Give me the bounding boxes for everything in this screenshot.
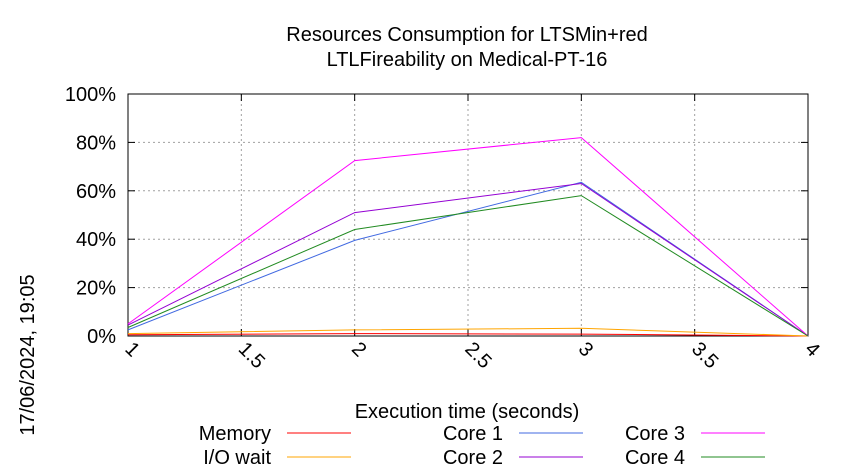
axis-ticks: 0% 20% 40% 60% 80% 100% 1 1.5 2 2.5 3 3.5 4	[65, 84, 824, 373]
legend-item-core-4: Core 4	[625, 447, 765, 469]
legend-label: I/O wait	[203, 447, 271, 469]
legend-item-i-o-wait: I/O wait	[203, 447, 351, 469]
series-line-core-3	[127, 137, 809, 337]
timestamp-label: 17/06/2024, 19:05	[17, 274, 39, 435]
series-line-i-o-wait	[127, 327, 809, 337]
legend-label: Core 3	[625, 423, 685, 445]
x-tick-label: 3	[574, 338, 597, 361]
series-line-core-2	[127, 182, 809, 337]
series-lines	[127, 137, 809, 337]
grid	[128, 94, 808, 336]
legend-label: Core 4	[625, 447, 685, 469]
y-tick-label: 40%	[76, 229, 116, 251]
y-tick-label: 100%	[65, 84, 116, 106]
legend-item-core-1: Core 1	[443, 423, 583, 445]
chart-title-line2: LTLFireability on Medical-PT-16	[327, 49, 608, 71]
y-tick-label: 0%	[87, 326, 116, 348]
legend-label: Core 2	[443, 447, 503, 469]
x-tick-label: 1.5	[234, 338, 269, 373]
legend-label: Core 1	[443, 423, 503, 445]
chart-title-line1: Resources Consumption for LTSMin+red	[286, 24, 647, 46]
x-axis-label: Execution time (seconds)	[355, 401, 580, 423]
legend-item-core-2: Core 2	[443, 447, 583, 469]
x-tick-label: 1	[120, 338, 143, 361]
y-tick-label: 80%	[76, 132, 116, 154]
x-tick-label: 3.5	[687, 338, 722, 373]
legend-item-memory: Memory	[199, 423, 351, 445]
y-tick-label: 60%	[76, 181, 116, 203]
legend-item-core-3: Core 3	[625, 423, 765, 445]
x-tick-label: 2.5	[460, 338, 495, 373]
series-line-memory	[127, 333, 809, 337]
x-tick-label: 2	[347, 338, 370, 361]
legend-label: Memory	[199, 423, 271, 445]
x-tick-label: 4	[800, 338, 823, 361]
series-line-core-4	[127, 195, 809, 337]
y-tick-label: 20%	[76, 278, 116, 300]
